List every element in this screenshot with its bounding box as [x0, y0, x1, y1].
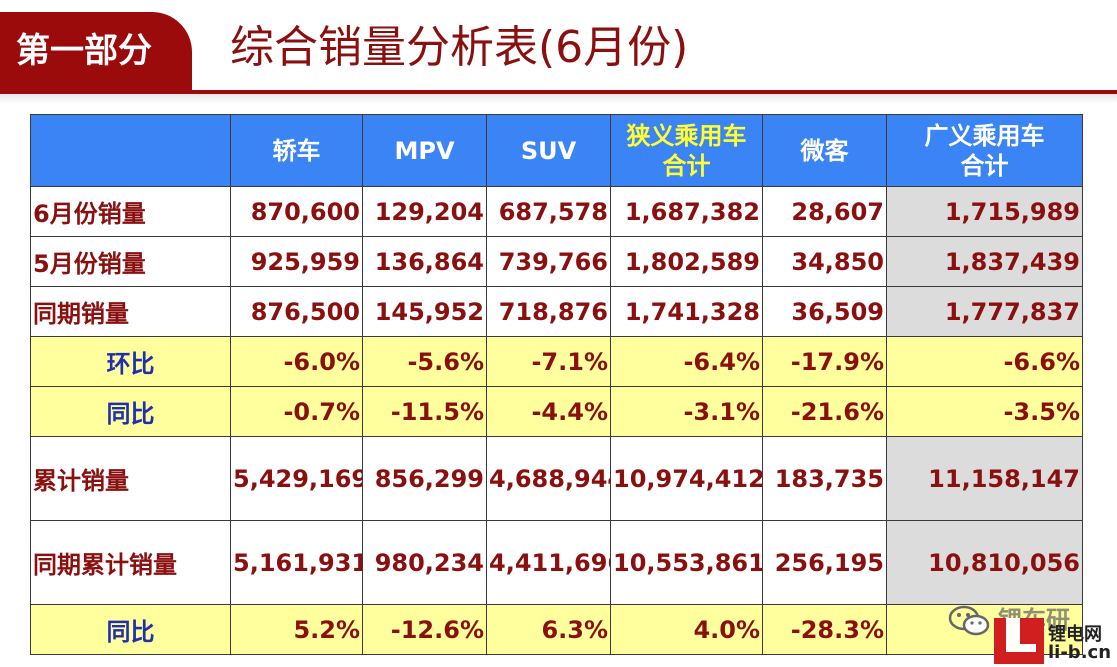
- table-cell: 1,777,837: [886, 286, 1083, 337]
- table-cell: -12.6%: [362, 604, 487, 655]
- row-label: 同比: [30, 604, 231, 655]
- watermark-url: li-b.cn: [1048, 642, 1112, 663]
- header-line: 合计: [662, 151, 711, 180]
- table-cell: 5.2%: [230, 604, 363, 655]
- table-cell: 5,161,931: [230, 520, 363, 605]
- row-label: 6月份销量: [30, 186, 231, 237]
- header-cell-mpv: MPV: [362, 114, 487, 187]
- table-cell: 1,715,989: [886, 186, 1083, 237]
- logo-shape: [1006, 618, 1020, 652]
- table-row: 累计销量 5,429,169 856,299 4,688,944 10,974,…: [30, 436, 1083, 521]
- row-label: 同比: [30, 386, 231, 437]
- row-label: 同期累计销量: [30, 520, 231, 605]
- table-cell: 739,766: [486, 236, 611, 287]
- watermark: 锂车研 锂电网 li-b.cn: [948, 596, 1116, 666]
- row-label: 环比: [30, 336, 231, 387]
- table-cell: -3.5%: [886, 386, 1083, 437]
- table-cell: 10,810,056: [886, 520, 1083, 605]
- table-cell: 256,195: [762, 520, 887, 605]
- header-cell-suv: SUV: [486, 114, 611, 187]
- sales-analysis-table: 轿车 MPV SUV 狭义乘用车 合计 微客 广义乘用车 合计 6月份销量 87…: [30, 114, 1083, 655]
- header-line: 广义乘用车: [924, 121, 1045, 150]
- table-cell: 183,735: [762, 436, 887, 521]
- table-row: 6月份销量 870,600 129,204 687,578 1,687,382 …: [30, 186, 1083, 237]
- title-divider: [0, 90, 1117, 94]
- table-cell: 870,600: [230, 186, 363, 237]
- table-cell: -28.3%: [762, 604, 887, 655]
- wechat-icon: [948, 605, 990, 636]
- table-row: 环比 -6.0% -5.6% -7.1% -6.4% -17.9% -6.6%: [30, 336, 1083, 387]
- table-cell: 856,299: [362, 436, 487, 521]
- table-cell: 34,850: [762, 236, 887, 287]
- watermark-name: 锂电网: [1048, 624, 1102, 645]
- table-cell: 687,578: [486, 186, 611, 237]
- table-cell: 28,607: [762, 186, 887, 237]
- table-cell: -3.1%: [610, 386, 763, 437]
- section-label: 第一部分: [0, 12, 192, 90]
- page-title: 综合销量分析表(6月份): [230, 22, 689, 73]
- table-cell: -6.0%: [230, 336, 363, 387]
- table-row: 同期销量 876,500 145,952 718,876 1,741,328 3…: [30, 286, 1083, 337]
- logo-shape: [1006, 644, 1036, 652]
- table-cell: 10,974,412: [610, 436, 763, 521]
- header-line: 狭义乘用车: [626, 121, 747, 150]
- table-cell: 6.3%: [486, 604, 611, 655]
- row-label: 同期销量: [30, 286, 231, 337]
- table-cell: 36,509: [762, 286, 887, 337]
- table-cell: -6.6%: [886, 336, 1083, 387]
- table-cell: -17.9%: [762, 336, 887, 387]
- table-cell: -0.7%: [230, 386, 363, 437]
- table-row: 5月份销量 925,959 136,864 739,766 1,802,589 …: [30, 236, 1083, 287]
- table-cell: 1,741,328: [610, 286, 763, 337]
- table-row: 同比 5.2% -12.6% 6.3% 4.0% -28.3%: [30, 604, 1083, 655]
- table-cell: 1,687,382: [610, 186, 763, 237]
- header-cell-empty: [30, 114, 231, 187]
- table-cell: 5,429,169: [230, 436, 363, 521]
- table-cell: 11,158,147: [886, 436, 1083, 521]
- table-cell: 718,876: [486, 286, 611, 337]
- title-divider-shadow: [0, 94, 1117, 104]
- table-cell: 4,688,944: [486, 436, 611, 521]
- table-cell: 1,837,439: [886, 236, 1083, 287]
- table-cell: 4,411,696: [486, 520, 611, 605]
- table-cell: -6.4%: [610, 336, 763, 387]
- header-cell-minivan: 微客: [762, 114, 887, 187]
- header-cell-narrow-total: 狭义乘用车 合计: [610, 114, 763, 187]
- row-label: 累计销量: [30, 436, 231, 521]
- row-label: 5月份销量: [30, 236, 231, 287]
- table-cell: 129,204: [362, 186, 487, 237]
- table-cell: -5.6%: [362, 336, 487, 387]
- table-cell: 1,802,589: [610, 236, 763, 287]
- li-logo-icon: [994, 618, 1044, 664]
- header-cell-broad-total: 广义乘用车 合计: [886, 114, 1083, 187]
- table-cell: 980,234: [362, 520, 487, 605]
- table-cell: 876,500: [230, 286, 363, 337]
- header-line: 合计: [960, 151, 1009, 180]
- table-cell: -4.4%: [486, 386, 611, 437]
- table-cell: 145,952: [362, 286, 487, 337]
- table-header-row: 轿车 MPV SUV 狭义乘用车 合计 微客 广义乘用车 合计: [30, 114, 1083, 187]
- header-cell-sedan: 轿车: [230, 114, 363, 187]
- table-cell: -11.5%: [362, 386, 487, 437]
- table-row: 同期累计销量 5,161,931 980,234 4,411,696 10,55…: [30, 520, 1083, 605]
- table-cell: -21.6%: [762, 386, 887, 437]
- table-row: 同比 -0.7% -11.5% -4.4% -3.1% -21.6% -3.5%: [30, 386, 1083, 437]
- table-cell: -7.1%: [486, 336, 611, 387]
- table-cell: 925,959: [230, 236, 363, 287]
- table-cell: 136,864: [362, 236, 487, 287]
- table-cell: 4.0%: [610, 604, 763, 655]
- table-cell: 10,553,861: [610, 520, 763, 605]
